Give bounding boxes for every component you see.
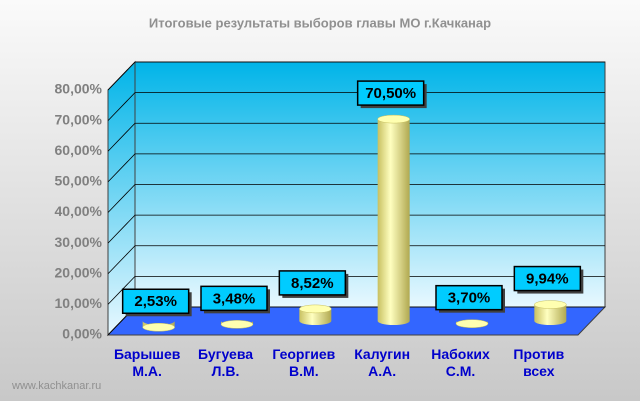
- x-tick-label: Набоких С.М.: [431, 346, 490, 379]
- y-tick-label: 30,00%: [55, 234, 103, 250]
- bar-group: [220, 320, 254, 329]
- bar-top: [299, 304, 332, 314]
- x-tick-label: Калугин А.А.: [354, 346, 410, 379]
- grid-line: [107, 245, 605, 275]
- grid-line: [107, 92, 605, 121]
- bar-group: [142, 321, 175, 332]
- grid-line: [107, 122, 605, 152]
- bar-group: [455, 319, 489, 328]
- y-tick-label: 50,00%: [55, 173, 103, 189]
- x-tick-label: Бугуева Л.В.: [198, 346, 253, 379]
- grid-line: [107, 61, 605, 91]
- x-tick-label: Барышев М.А.: [114, 346, 181, 379]
- footer: www.kachkanar.ru: [11, 380, 101, 392]
- y-tick-label: 60,00%: [55, 142, 103, 158]
- value-label-box: [278, 270, 347, 296]
- grid-line: [107, 153, 605, 183]
- bar: [534, 304, 567, 325]
- grid-line: [107, 275, 605, 305]
- bar-top: [220, 320, 254, 329]
- chart-title: Итоговые результаты выборов главы МО г.К…: [149, 15, 491, 30]
- bar-group: [377, 114, 410, 325]
- value-label: 2,53%: [134, 293, 177, 310]
- value-label-box: [356, 80, 425, 106]
- value-label-box: [435, 284, 503, 311]
- bar-group: [534, 300, 567, 325]
- y-tick-label: 20,00%: [55, 264, 103, 280]
- value-label-box: [513, 265, 582, 292]
- bar-top: [534, 300, 567, 309]
- y-tick-label: 10,00%: [55, 295, 103, 311]
- value-label-box: [200, 285, 268, 312]
- bar-group: [299, 304, 332, 325]
- value-label: 70,50%: [365, 85, 416, 102]
- value-label: 8,52%: [291, 275, 334, 292]
- grid-line: [107, 214, 605, 244]
- y-tick-label: 40,00%: [55, 203, 103, 219]
- x-tick-label: Против всех: [513, 346, 564, 379]
- value-label: 3,70%: [448, 290, 491, 307]
- y-tick-label: 70,00%: [55, 111, 103, 127]
- y-tick-label: 80,00%: [55, 81, 103, 97]
- bar-top: [455, 319, 489, 328]
- grid-line: [107, 184, 605, 213]
- bar-top: [377, 114, 410, 124]
- bar: [299, 308, 332, 325]
- value-label: 9,94%: [526, 271, 569, 288]
- x-tick-label: Георгиев В.М.: [272, 346, 335, 379]
- y-tick-label: 0,00%: [62, 326, 102, 342]
- value-label: 3,48%: [213, 290, 256, 307]
- value-label-box: [121, 288, 190, 315]
- bar: [377, 119, 410, 325]
- bar-top: [142, 323, 175, 332]
